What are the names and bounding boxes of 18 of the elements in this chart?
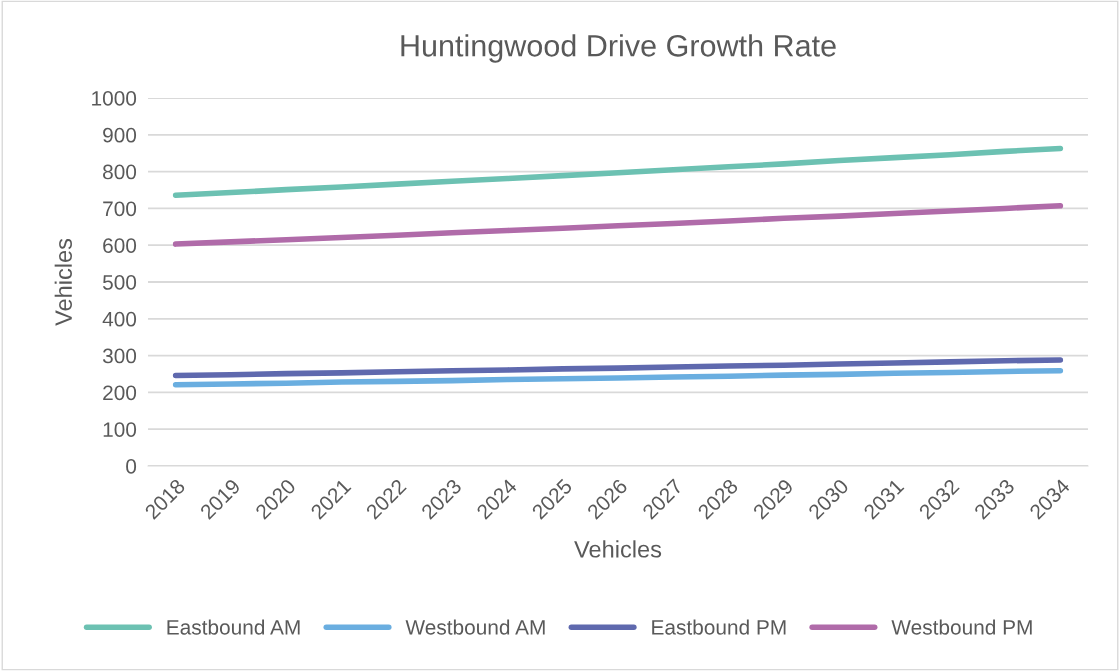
y-tick-label: 1000	[92, 91, 137, 106]
chart-title: Huntingwood Drive Growth Rate	[401, 34, 836, 63]
legend-label: Westbound PM	[891, 619, 1032, 635]
y-tick-label: 300	[102, 348, 137, 364]
legend-label: Eastbound AM	[167, 619, 300, 635]
y-tick-label: 200	[103, 385, 137, 401]
y-tick-label: 400	[102, 311, 137, 327]
y-tick-label: 0	[126, 459, 137, 474]
y-tick-label: 700	[103, 201, 137, 217]
y-tick-label: 500	[102, 275, 137, 290]
y-tick-label: 100	[103, 422, 137, 437]
y-axis-title: Vehicles	[54, 238, 72, 326]
x-axis-title: Vehicles	[574, 540, 662, 558]
legend-label: Eastbound PM	[652, 619, 786, 635]
legend-label: Westbound AM	[405, 619, 545, 635]
y-tick-label: 900	[103, 127, 137, 143]
y-tick-label: 600	[103, 238, 137, 253]
y-tick-label: 800	[103, 164, 137, 180]
